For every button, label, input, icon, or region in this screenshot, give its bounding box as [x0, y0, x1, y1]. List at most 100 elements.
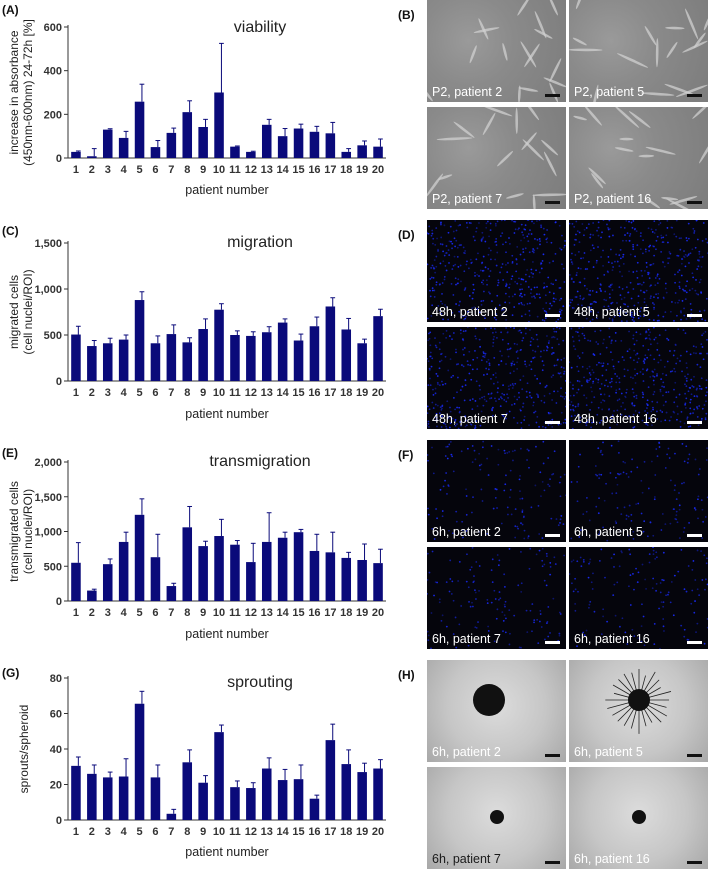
nucleus-dot [482, 283, 485, 285]
microscopy-image: 48h, patient 5 [569, 220, 708, 322]
nucleus-dot [480, 410, 483, 413]
nucleus-dot [702, 358, 705, 361]
nucleus-dot [675, 514, 678, 517]
nucleus-dot [660, 234, 663, 237]
nucleus-dot [515, 351, 518, 353]
nucleus-dot [583, 334, 586, 337]
nucleus-dot [508, 237, 510, 239]
nucleus-dot [700, 388, 703, 390]
nucleus-dot [675, 220, 678, 222]
nucleus-dot [500, 220, 503, 222]
nucleus-dot [526, 448, 529, 451]
cell-shape [534, 11, 547, 39]
nucleus-dot [692, 276, 695, 279]
nucleus-dot [705, 238, 707, 240]
micrograph-texture [427, 107, 566, 209]
nucleus-dot [659, 222, 662, 224]
nucleus-dot [619, 248, 622, 251]
x-tick-label: 20 [372, 607, 384, 619]
nucleus-dot [440, 426, 443, 428]
nucleus-dot [451, 311, 454, 314]
nucleus-dot [612, 266, 615, 268]
nucleus-dot [452, 470, 455, 473]
nucleus-dot [466, 360, 469, 363]
nucleus-dot [565, 494, 566, 497]
nucleus-dot [616, 506, 619, 509]
nucleus-dot [598, 421, 601, 424]
nucleus-dot [543, 319, 546, 322]
nucleus-dot [475, 380, 478, 383]
nucleus-dot [602, 526, 605, 529]
nucleus-dot [689, 353, 692, 356]
nucleus-dot [618, 254, 621, 257]
nucleus-dot [580, 257, 582, 260]
nucleus-dot [621, 288, 624, 290]
nucleus-dot [561, 234, 563, 237]
nucleus-dot [457, 224, 460, 227]
y-axis-label: increase in absorbance [7, 30, 21, 154]
nucleus-dot [706, 447, 708, 449]
nucleus-dot [625, 518, 628, 520]
nucleus-dot [677, 570, 680, 573]
nucleus-dot [631, 628, 634, 631]
nucleus-dot [600, 473, 603, 476]
bar [325, 306, 336, 381]
bar [150, 777, 161, 820]
nucleus-dot [559, 518, 562, 521]
nucleus-dot [604, 576, 606, 579]
nucleus-dot [685, 590, 688, 593]
nucleus-dot [680, 318, 682, 321]
nucleus-dot [625, 388, 628, 391]
bar [373, 768, 383, 820]
nucleus-dot [706, 391, 708, 394]
nucleus-dot [694, 579, 697, 581]
nucleus-dot [572, 559, 575, 562]
x-tick-label: 20 [372, 387, 384, 399]
bar [166, 334, 177, 381]
micrograph-texture [427, 220, 566, 322]
nucleus-dot [596, 413, 599, 416]
nucleus-dot [681, 370, 683, 373]
nucleus-dot [508, 388, 510, 391]
x-tick-label: 14 [277, 607, 290, 619]
nucleus-dot [676, 418, 678, 421]
nucleus-dot [689, 412, 692, 415]
nucleus-dot [678, 287, 681, 290]
nucleus-dot [544, 638, 546, 641]
nucleus-dot [586, 268, 589, 270]
nucleus-dot [655, 293, 657, 296]
nucleus-dot [603, 393, 606, 396]
nucleus-dot [438, 360, 441, 363]
nucleus-dot [698, 259, 701, 262]
nucleus-dot [519, 349, 522, 352]
nucleus-dot [653, 368, 656, 371]
nucleus-dot [535, 553, 538, 556]
nucleus-dot [442, 383, 444, 386]
nucleus-dot [560, 423, 562, 425]
nucleus-dot [559, 476, 562, 478]
nucleus-dot [525, 280, 527, 283]
nucleus-dot [436, 237, 438, 240]
nucleus-dot [543, 563, 546, 566]
nucleus-dot [514, 293, 516, 296]
nucleus-dot [535, 421, 538, 424]
nucleus-dot [438, 367, 441, 370]
nucleus-dot [651, 302, 654, 304]
nucleus-dot [480, 463, 483, 466]
nucleus-dot [626, 232, 629, 235]
nucleus-dot [511, 383, 514, 385]
nucleus-dot [456, 255, 459, 258]
nucleus-dot [549, 561, 552, 564]
nucleus-dot [577, 335, 580, 337]
nucleus-dot [618, 473, 621, 476]
nucleus-dot [540, 626, 543, 628]
nucleus-dot [459, 329, 462, 332]
nucleus-dot [433, 296, 436, 298]
nucleus-dot [675, 396, 678, 399]
nucleus-dot [618, 625, 621, 628]
nucleus-dot [652, 375, 654, 377]
nucleus-dot [684, 253, 687, 256]
nucleus-dot [486, 532, 489, 535]
nucleus-dot [503, 585, 506, 588]
